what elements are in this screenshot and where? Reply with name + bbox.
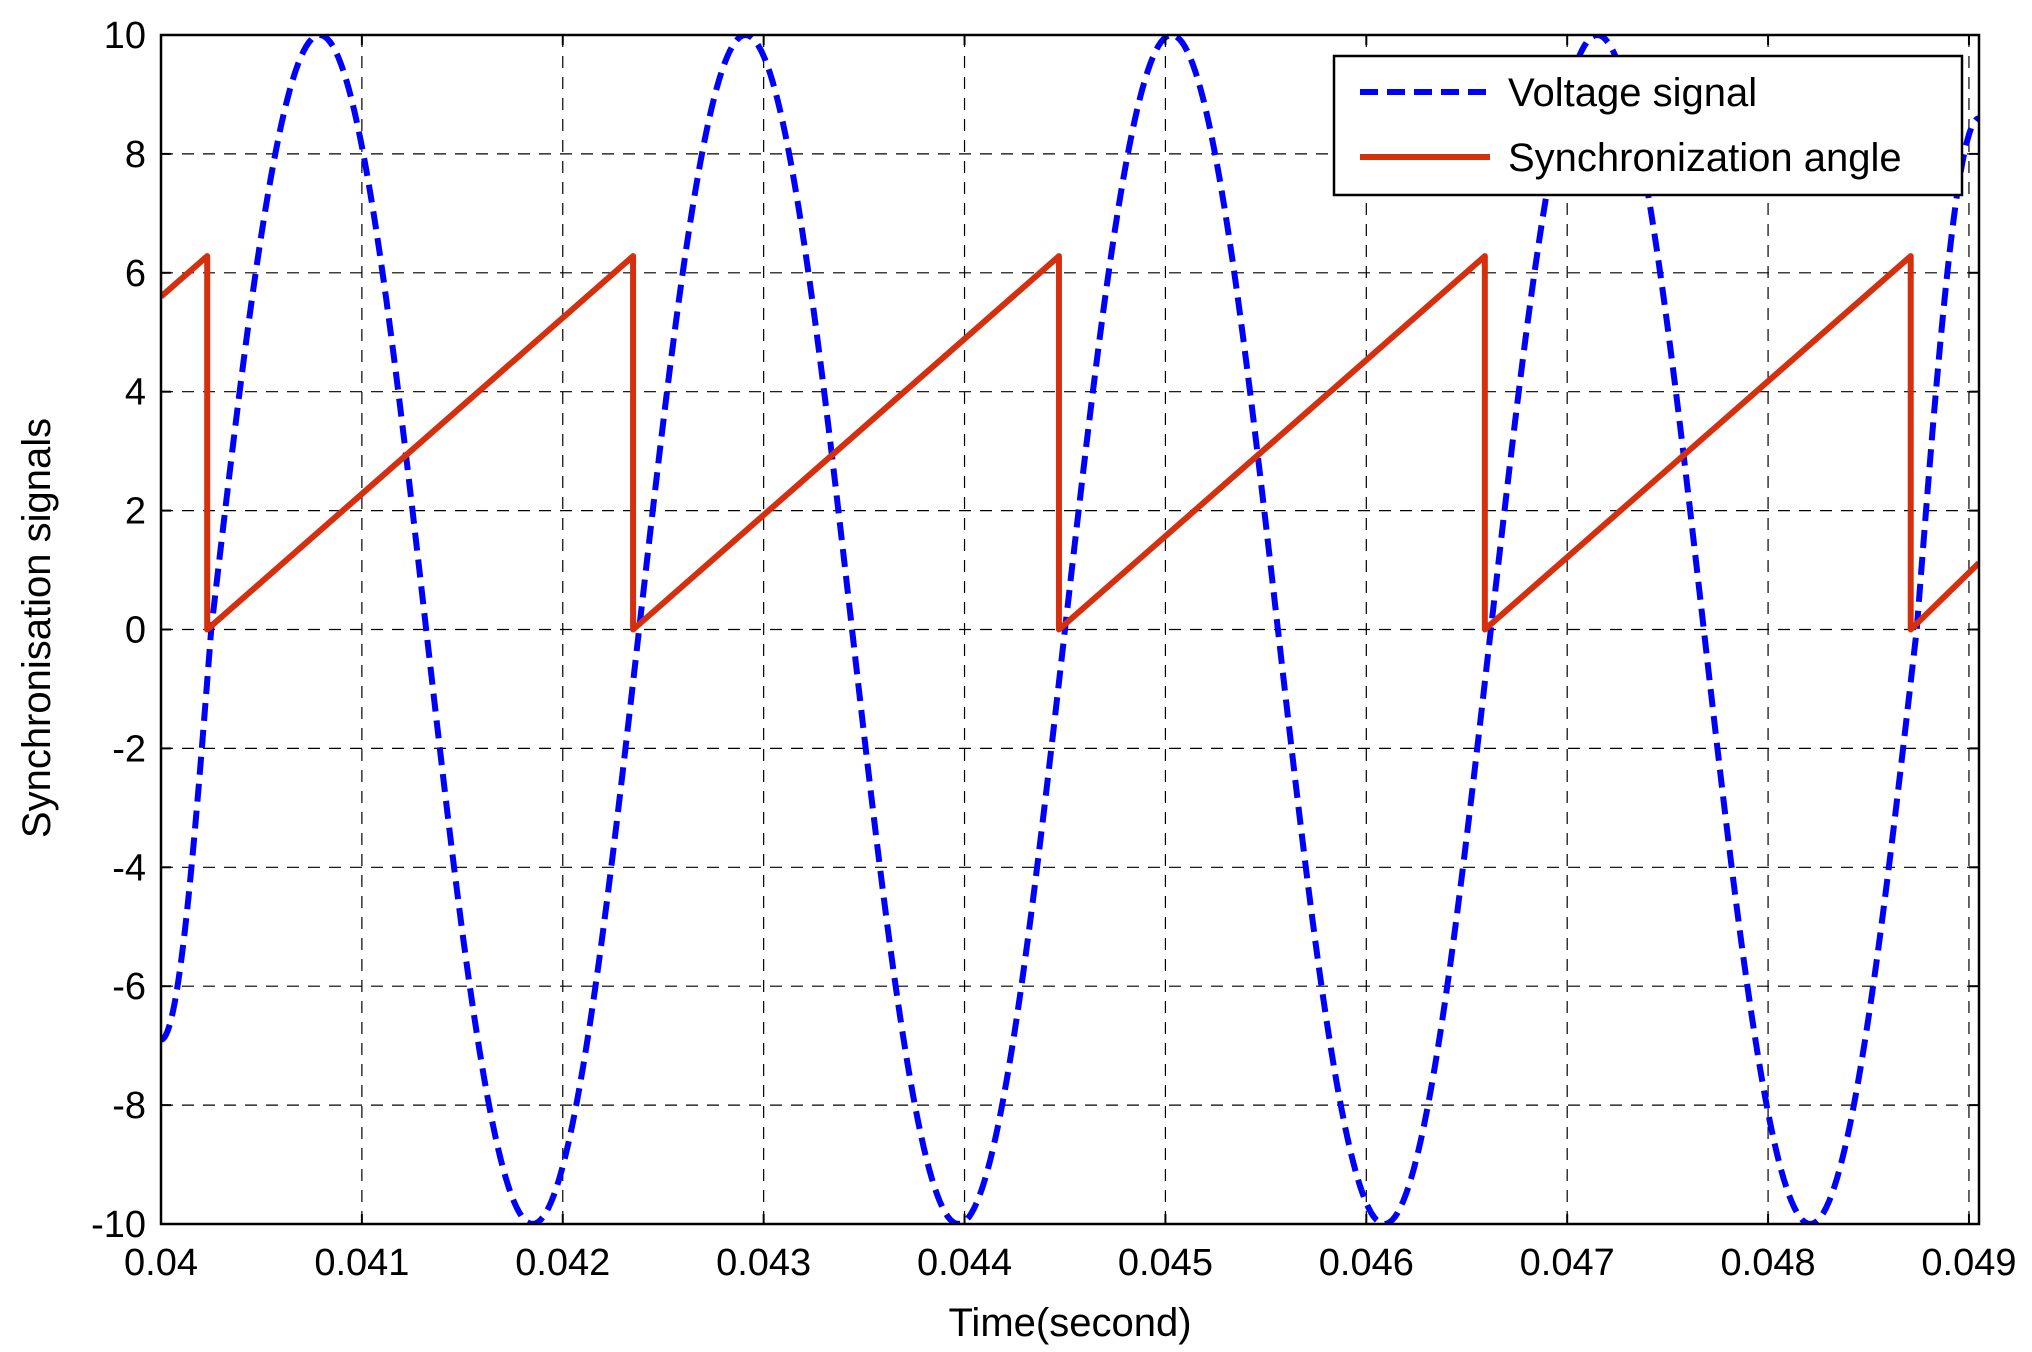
x-tick-label: 0.043	[716, 1242, 811, 1284]
y-tick-label: 8	[125, 134, 146, 176]
series-line-synchronization-angle	[161, 253, 1979, 633]
y-tick-labels: -10 -8 -6 -4 -2 0 2 4 6 8 10	[91, 15, 146, 1246]
axis-ticks	[160, 34, 1979, 1225]
y-tick-label: -6	[112, 966, 146, 1008]
legend-label-synchronization-angle: Synchronization angle	[1508, 136, 1902, 180]
y-tick-label: 0	[125, 610, 146, 652]
x-tick-labels: 0.04 0.041 0.042 0.043 0.044 0.045 0.046 0.047 0…	[124, 1242, 2016, 1284]
legend-box	[1332, 54, 1964, 197]
y-tick-label: -8	[112, 1085, 146, 1127]
y-tick-label: -4	[112, 847, 146, 889]
grid-lines	[161, 35, 1979, 1224]
y-tick-label: -10	[91, 1204, 146, 1246]
x-tick-label: 0.047	[1520, 1242, 1615, 1284]
legend: Voltage signal Synchronization angle	[1332, 54, 1964, 197]
x-tick-label: 0.048	[1721, 1242, 1816, 1284]
y-tick-label: 4	[125, 372, 146, 414]
y-tick-label: 10	[104, 15, 146, 57]
x-tick-label: 0.049	[1921, 1242, 2016, 1284]
y-tick-label: 2	[125, 491, 146, 533]
x-tick-label: 0.046	[1319, 1242, 1414, 1284]
y-tick-label: 6	[125, 253, 146, 295]
x-tick-label: 0.042	[515, 1242, 610, 1284]
y-axis-title: Synchronisation signals	[15, 418, 59, 838]
x-tick-label: 0.045	[1118, 1242, 1213, 1284]
y-tick-label: -2	[112, 728, 146, 770]
x-tick-label: 0.044	[917, 1242, 1012, 1284]
x-tick-label: 0.04	[124, 1242, 198, 1284]
plot-series	[161, 35, 1979, 1224]
legend-label-voltage-signal: Voltage signal	[1508, 71, 1757, 115]
x-tick-label: 0.041	[314, 1242, 409, 1284]
x-axis-title: Time(second)	[948, 1301, 1191, 1345]
series-line-voltage-signal	[161, 35, 1979, 1224]
